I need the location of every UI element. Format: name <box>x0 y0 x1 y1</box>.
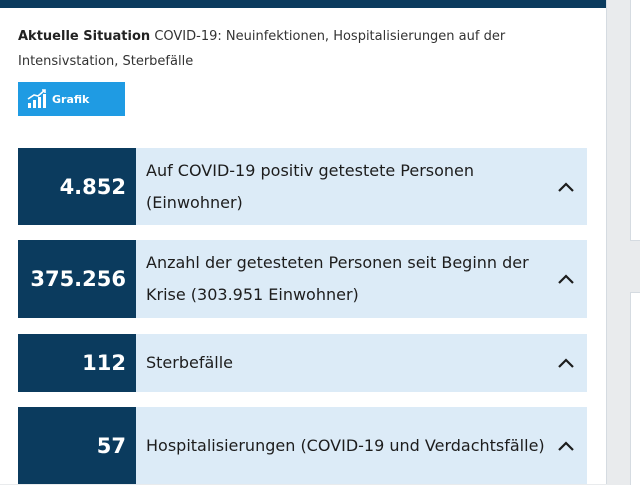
stat-label: Hospitalisierungen (COVID-19 und Verdach… <box>146 435 545 455</box>
stat-value: 375.256 <box>18 240 136 318</box>
chevron-up-icon[interactable] <box>555 268 577 290</box>
situation-panel: Aktuelle Situation COVID-19: Neuinfektio… <box>0 0 607 484</box>
stat-row-hospitalizations[interactable]: 57 Hospitalisierungen (COVID-19 und Verd… <box>18 407 587 484</box>
side-card-bottom <box>630 292 640 485</box>
stat-value: 4.852 <box>18 148 136 225</box>
stat-row-tested-persons[interactable]: 375.256 Anzahl der getesteten Personen s… <box>18 240 587 318</box>
stat-body: Sterbefälle <box>136 334 587 392</box>
intro-lead: Aktuelle Situation <box>18 29 151 44</box>
grafik-button[interactable]: Grafik <box>18 82 125 116</box>
stat-body: Auf COVID-19 positiv getestete Personen … <box>136 148 587 225</box>
stat-label: Sterbefälle <box>146 353 234 372</box>
chevron-up-icon[interactable] <box>555 176 577 198</box>
intro-description: COVID-19: Neuinfektionen, Hospitalisieru… <box>18 29 506 69</box>
bar-chart-icon <box>26 88 48 110</box>
intro-text: Aktuelle Situation COVID-19: Neuinfektio… <box>18 24 578 74</box>
panel-top-bar <box>0 0 606 8</box>
stat-label: Auf COVID-19 positiv getestete Personen … <box>146 160 475 212</box>
stat-row-deaths[interactable]: 112 Sterbefälle <box>18 334 587 392</box>
chevron-up-icon[interactable] <box>555 435 577 457</box>
chevron-up-icon[interactable] <box>555 352 577 374</box>
grafik-button-label: Grafik <box>52 92 90 106</box>
stat-row-positive-tests[interactable]: 4.852 Auf COVID-19 positiv getestete Per… <box>18 148 587 225</box>
stat-value: 57 <box>18 407 136 484</box>
stat-body: Anzahl der getesteten Personen seit Begi… <box>136 240 587 318</box>
stat-body: Hospitalisierungen (COVID-19 und Verdach… <box>136 407 587 484</box>
side-card-top <box>630 0 640 241</box>
stat-label: Anzahl der getesteten Personen seit Begi… <box>146 253 529 304</box>
stat-value: 112 <box>18 334 136 392</box>
